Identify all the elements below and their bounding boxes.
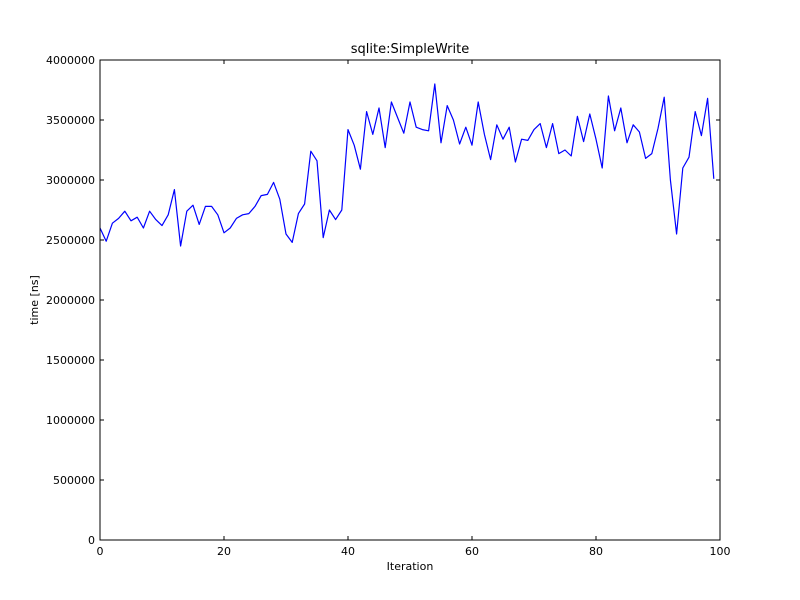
- y-tick-label: 1500000: [46, 354, 95, 367]
- x-axis: 0 20 40 60 80 100: [97, 60, 731, 558]
- y-tick-label: 1000000: [46, 414, 95, 427]
- y-axis: 0 500000 1000000 1500000 2000000 2500000 30000…: [46, 54, 720, 547]
- x-tick-label: 100: [710, 545, 731, 558]
- plot-frame: [99, 59, 721, 541]
- series-line-0: [99, 83, 715, 247]
- y-tick-label: 4000000: [46, 54, 95, 67]
- y-axis-label: time [ns]: [28, 275, 41, 325]
- y-tick-label: 2000000: [46, 294, 95, 307]
- y-tick-label: 3500000: [46, 114, 95, 127]
- plot-area: [99, 83, 715, 247]
- x-tick-label: 20: [217, 545, 231, 558]
- y-tick-label: 0: [88, 534, 95, 547]
- y-tick-label: 3000000: [46, 174, 95, 187]
- x-tick-label: 0: [97, 545, 104, 558]
- y-tick-label: 2500000: [46, 234, 95, 247]
- y-tick-label: 500000: [53, 474, 95, 487]
- x-tick-label: 80: [589, 545, 603, 558]
- chart-title: sqlite:SimpleWrite: [351, 42, 469, 57]
- x-tick-label: 60: [465, 545, 479, 558]
- x-axis-label: Iteration: [387, 560, 434, 573]
- x-tick-label: 40: [341, 545, 355, 558]
